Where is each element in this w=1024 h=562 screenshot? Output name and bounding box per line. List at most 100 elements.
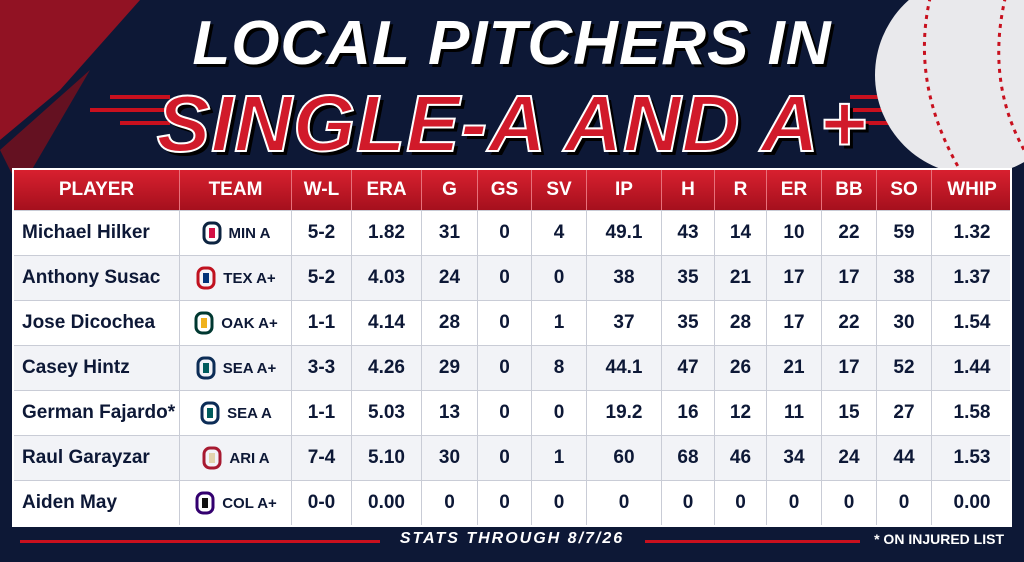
- stat-cell: 1-1: [292, 391, 352, 435]
- team-cell: MIN A: [180, 211, 292, 255]
- team-logo: [202, 446, 222, 470]
- stat-cell: 0: [662, 481, 715, 525]
- table-row: Jose Dicochea OAK A+ 1-1 4.14 28 0 1 37 35 28 17 22…: [14, 300, 1010, 345]
- stat-cell: 1.54: [953, 312, 991, 333]
- stat-cell: 0-0: [292, 481, 352, 525]
- stat-cell: 0: [478, 481, 532, 525]
- stat-cell: 0: [478, 211, 532, 255]
- stat-cell: 27: [877, 391, 932, 435]
- footer-note: STATS THROUGH 8/7/26: [399, 530, 625, 547]
- stat-cell: 52: [877, 346, 932, 390]
- column-header: PLAYER: [14, 170, 180, 210]
- stat-cell: 0: [767, 481, 822, 525]
- stat-cell: 44.1: [587, 346, 662, 390]
- stat-cell: 21: [715, 256, 767, 300]
- stat-cell: 24: [422, 256, 478, 300]
- stat-cell: 29: [422, 346, 478, 390]
- stat-cell: 11: [767, 391, 822, 435]
- stat-cell: 37: [587, 301, 662, 345]
- stat-cell: 17: [822, 256, 877, 300]
- stat-cell: 0: [478, 346, 532, 390]
- stat-cell: 0: [532, 481, 587, 525]
- stat-cell: 34: [767, 436, 822, 480]
- table-row: German Fajardo* SEA A 1-1 5.03 13 0 0 19.2 16 12 1…: [14, 390, 1010, 435]
- team-cell: ARI A: [180, 436, 292, 480]
- team-name: TEX A+: [223, 269, 276, 287]
- team-logo: [196, 356, 216, 380]
- stat-cell: 68: [662, 436, 715, 480]
- stat-cell: 46: [715, 436, 767, 480]
- stat-cell: 0: [422, 481, 478, 525]
- table-row: Anthony Susac TEX A+ 5-2 4.03 24 0 0 38 35 21 17 17…: [14, 255, 1010, 300]
- stat-cell: 1.53: [953, 447, 991, 468]
- footer: STATS THROUGH 8/7/26 * ON INJURED LIST: [0, 528, 1024, 552]
- stat-cell: 49.1: [587, 211, 662, 255]
- stat-cell: 0: [478, 436, 532, 480]
- stat-cell: 44: [877, 436, 932, 480]
- stat-cell: 0.00: [953, 492, 991, 513]
- column-header: ER: [767, 170, 822, 210]
- stat-cell: 4.14: [352, 301, 422, 345]
- player-name: Michael Hilker: [14, 211, 180, 255]
- team-cell: TEX A+: [180, 256, 292, 300]
- column-header: BB: [822, 170, 877, 210]
- column-header: W-L: [292, 170, 352, 210]
- stats-table: PLAYER TEAM W-L ERA G GS SV IP H R ER BB SO WHIP Micha…: [12, 168, 1012, 527]
- stat-cell: 3-3: [292, 346, 352, 390]
- team-cell: SEA A: [180, 391, 292, 435]
- stat-cell: 1.82: [352, 211, 422, 255]
- footer-rule: [20, 540, 380, 543]
- stat-cell: 38: [877, 256, 932, 300]
- stat-cell: 1.58: [953, 402, 991, 423]
- column-header: H: [662, 170, 715, 210]
- footer-legend: * ON INJURED LIST: [874, 531, 1004, 547]
- team-name: SEA A+: [222, 359, 277, 377]
- column-header: SO: [877, 170, 932, 210]
- team-cell: SEA A+: [180, 346, 292, 390]
- stat-cell: 0: [478, 256, 532, 300]
- stat-cell: 1: [532, 301, 587, 345]
- team-logo: [202, 221, 222, 245]
- column-header: WHIP: [947, 179, 997, 200]
- stat-cell: 17: [767, 256, 822, 300]
- stat-cell: 21: [767, 346, 822, 390]
- stat-cell: 8: [532, 346, 587, 390]
- team-name: ARI A: [229, 449, 270, 467]
- stat-cell: 7-4: [292, 436, 352, 480]
- player-name: Aiden May: [14, 481, 180, 525]
- team-name: MIN A: [228, 224, 271, 242]
- stat-cell: 5-2: [292, 256, 352, 300]
- title-line-2: SINGLE-A AND A+: [156, 78, 868, 169]
- stat-cell: 0.00: [352, 481, 422, 525]
- column-header: SV: [532, 170, 587, 210]
- table-row: Michael Hilker MIN A 5-2 1.82 31 0 4 49.1 43 14 10…: [14, 210, 1010, 255]
- column-header: GS: [478, 170, 532, 210]
- stat-cell: 0: [715, 481, 767, 525]
- player-name: Anthony Susac: [14, 256, 180, 300]
- stat-cell: 4.03: [352, 256, 422, 300]
- stat-cell: 19.2: [587, 391, 662, 435]
- stat-cell: 17: [822, 346, 877, 390]
- stat-cell: 0: [532, 256, 587, 300]
- stat-cell: 13: [422, 391, 478, 435]
- team-cell: COL A+: [180, 481, 292, 525]
- stat-cell: 17: [767, 301, 822, 345]
- column-header: G: [422, 170, 478, 210]
- team-name: SEA A: [227, 404, 272, 422]
- stat-cell: 4: [532, 211, 587, 255]
- stat-cell: 38: [587, 256, 662, 300]
- stat-cell: 1.44: [953, 357, 991, 378]
- stat-cell: 5.10: [352, 436, 422, 480]
- stat-cell: 35: [662, 256, 715, 300]
- team-logo: [194, 311, 214, 335]
- stat-cell: 0: [587, 481, 662, 525]
- stat-cell: 31: [422, 211, 478, 255]
- stat-cell: 22: [822, 301, 877, 345]
- stat-cell: 59: [877, 211, 932, 255]
- team-cell: OAK A+: [180, 301, 292, 345]
- stat-cell: 16: [662, 391, 715, 435]
- stat-cell: 22: [822, 211, 877, 255]
- column-header: IP: [587, 170, 662, 210]
- stat-cell: 26: [715, 346, 767, 390]
